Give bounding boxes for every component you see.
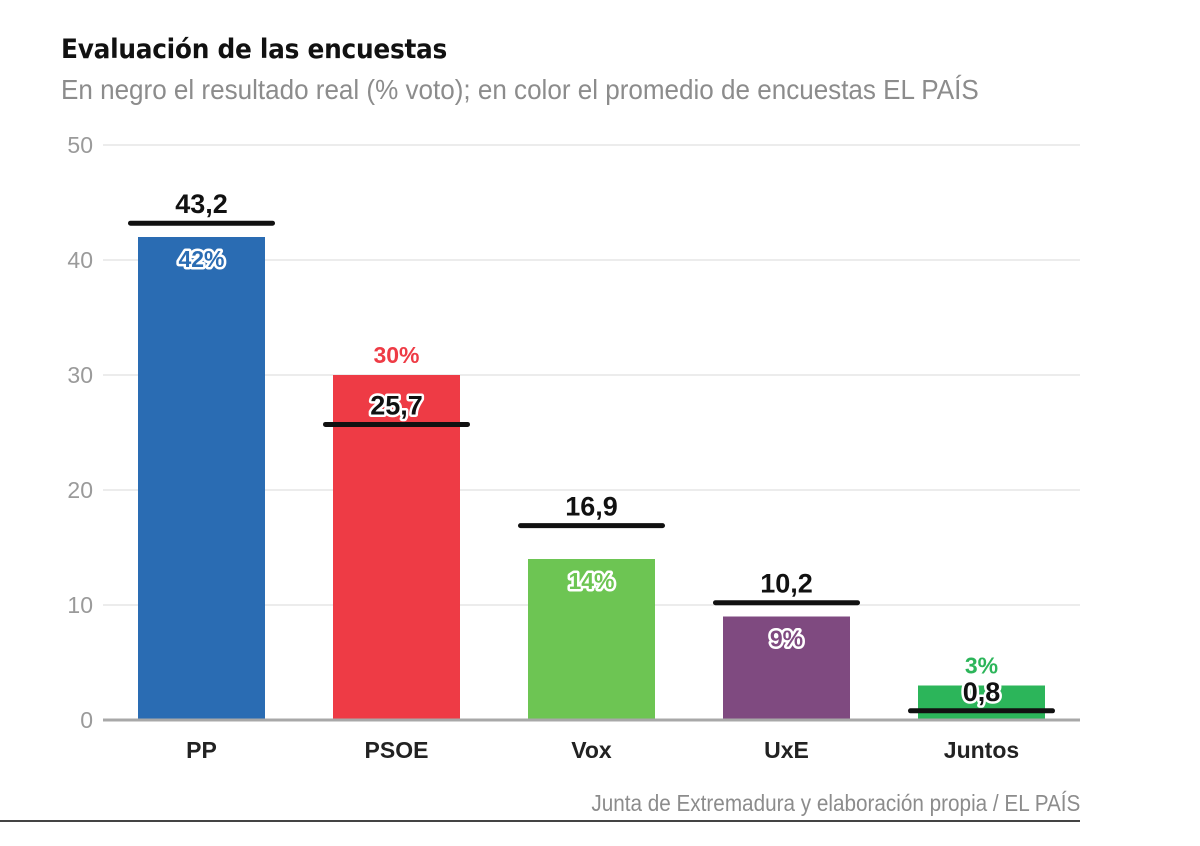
real-value-label: 10,2	[760, 569, 813, 599]
real-value-label: 16,9	[565, 492, 618, 522]
poll-value-label: 9%	[770, 626, 803, 652]
poll-value-label: 30%	[373, 342, 419, 368]
y-tick-label: 30	[67, 362, 93, 388]
chart-subtitle: En negro el resultado real (% voto); en …	[61, 74, 979, 105]
poll-value-label: 14%	[568, 568, 614, 594]
y-tick-label: 50	[67, 132, 93, 158]
y-tick-label: 10	[67, 592, 93, 618]
footer-divider	[0, 820, 1080, 822]
poll-value-label: 42%	[178, 246, 224, 272]
category-label-vox: Vox	[571, 737, 612, 763]
x-axis-labels: PP PSOE Vox UxE Juntos	[186, 737, 1019, 763]
real-value-label: 0,8	[963, 677, 1001, 707]
poll-bar-vox	[528, 559, 655, 720]
y-tick-label: 0	[80, 707, 93, 733]
y-tick-label: 20	[67, 477, 93, 503]
y-tick-label: 40	[67, 247, 93, 273]
chart-title: Evaluación de las encuestas	[61, 34, 448, 65]
y-axis-ticks: 0 10 20 30 40 50	[67, 132, 93, 733]
category-label-juntos: Juntos	[944, 737, 1019, 763]
category-label-pp: PP	[186, 737, 217, 763]
real-value-label: 43,2	[175, 189, 228, 219]
real-result-markers	[128, 220, 1055, 714]
poll-value-label: 3%	[965, 653, 998, 679]
poll-bar-pp	[138, 237, 265, 720]
data-labels: 42% 43,2 30% 25,7 14% 16,9 9% 10,2 3%0,8	[173, 187, 1003, 710]
bars	[138, 237, 1045, 720]
poll-bar-psoe	[333, 375, 460, 720]
real-value-label: 25,7	[370, 390, 423, 420]
source-credit: Junta de Extremadura y elaboración propi…	[590, 790, 1080, 816]
category-label-uxe: UxE	[764, 737, 809, 763]
category-label-psoe: PSOE	[365, 737, 429, 763]
poll-bar-uxe	[723, 616, 850, 720]
poll-bar-juntos	[918, 685, 1045, 720]
